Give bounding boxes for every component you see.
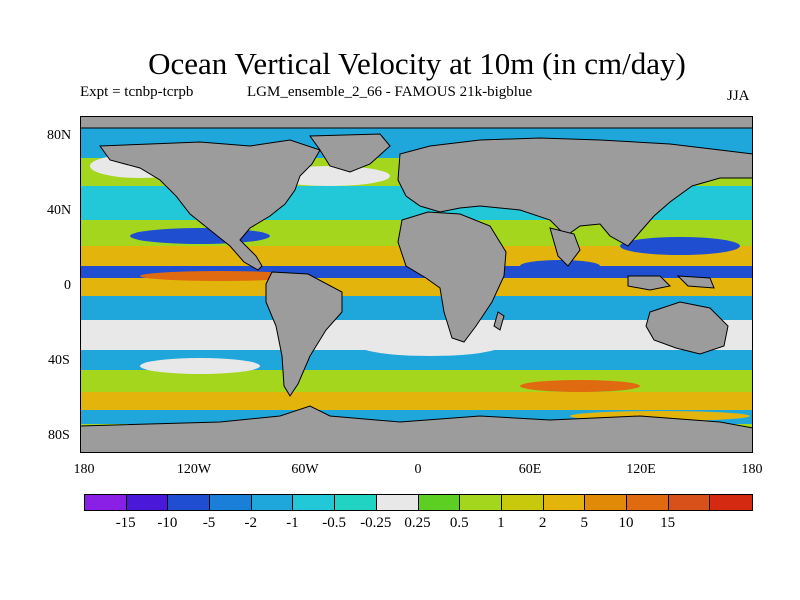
colorbar-swatch bbox=[626, 495, 669, 510]
colorbar-label: -15 bbox=[115, 515, 136, 531]
colorbar-label: 1 bbox=[497, 515, 505, 531]
experiment-label: Expt = tcnbp-tcrpb bbox=[80, 84, 194, 100]
colorbar-swatch bbox=[460, 495, 502, 510]
colorbar-swatch bbox=[585, 495, 627, 510]
lon-label-180w: 180 bbox=[73, 462, 95, 477]
lon-label-0: 0 bbox=[414, 462, 422, 477]
colorbar-label: -2 bbox=[244, 515, 258, 531]
map-title: Ocean Vertical Velocity at 10m (in cm/da… bbox=[148, 46, 686, 81]
colorbar-label: 0.5 bbox=[449, 515, 469, 531]
lon-label-60w: 60W bbox=[291, 462, 319, 477]
colorbar-swatch bbox=[126, 495, 169, 510]
map-frame bbox=[80, 116, 753, 453]
lat-label-0: 0 bbox=[64, 278, 71, 293]
colorbar-swatch bbox=[210, 495, 252, 510]
colorbar bbox=[84, 494, 753, 511]
colorbar-label: 10 bbox=[618, 515, 634, 531]
lat-label-40s: 40S bbox=[48, 353, 70, 368]
colorbar-label: 2 bbox=[538, 515, 547, 531]
colorbar-label: 15 bbox=[660, 515, 676, 531]
velocity-map bbox=[80, 116, 753, 453]
lon-label-180e: 180 bbox=[741, 462, 763, 477]
colorbar-swatch bbox=[293, 495, 336, 510]
land bbox=[80, 116, 753, 453]
colorbar-swatch bbox=[376, 495, 419, 510]
colorbar-swatch bbox=[85, 495, 127, 510]
lat-label-80s: 80S bbox=[48, 428, 70, 443]
lat-label-80n: 80N bbox=[47, 128, 72, 143]
lon-label-120e: 120E bbox=[626, 462, 656, 477]
colorbar-swatch bbox=[668, 495, 711, 510]
colorbar-label: -10 bbox=[157, 515, 178, 531]
season-label: JJA bbox=[727, 88, 750, 104]
lat-label-40n: 40N bbox=[47, 203, 72, 218]
colorbar-swatch bbox=[418, 495, 461, 510]
colorbar-label: -5 bbox=[202, 515, 216, 531]
colorbar-label: 0.25 bbox=[404, 515, 431, 531]
colorbar-swatch bbox=[335, 495, 377, 510]
colorbar-swatch bbox=[501, 495, 544, 510]
colorbar-label: -1 bbox=[286, 515, 299, 531]
colorbar-label: 5 bbox=[580, 515, 589, 531]
run-label: LGM_ensemble_2_66 - FAMOUS 21k-bigblue bbox=[247, 84, 533, 100]
colorbar-swatch bbox=[168, 495, 211, 510]
lon-label-120w: 120W bbox=[176, 462, 212, 477]
lon-label-60e: 60E bbox=[518, 462, 542, 477]
colorbar-label: -0.25 bbox=[360, 515, 392, 531]
map-svg bbox=[80, 116, 753, 453]
colorbar-swatch bbox=[710, 495, 752, 510]
colorbar-swatch bbox=[543, 495, 586, 510]
colorbar-label: -0.5 bbox=[322, 515, 346, 531]
colorbar-swatch bbox=[251, 495, 294, 510]
